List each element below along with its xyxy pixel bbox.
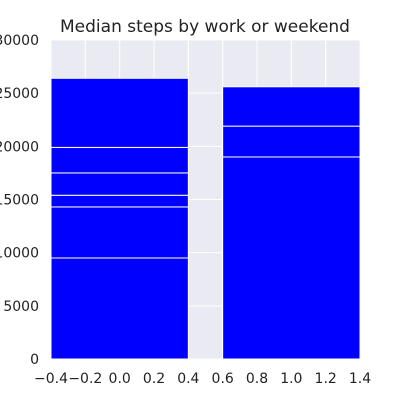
y-tick-labels: 0 5000 10000 15000 20000 25000 30000 [0, 33, 39, 368]
x-tick-labels: −0.4 −0.2 0.0 0.2 0.4 0.6 0.8 1.0 1.2 1.4 [34, 371, 371, 387]
y-tick-label: 15000 [0, 193, 39, 209]
x-tick-label: 1.4 [349, 371, 371, 387]
bar-0-segment-3 [50, 172, 189, 196]
bar-0-segment-0 [50, 257, 189, 360]
bar-0-segment-1 [50, 206, 189, 259]
x-tick-label: 0.6 [212, 371, 234, 387]
x-tick-label: −0.4 [34, 371, 68, 387]
x-tick-label: 0.0 [109, 371, 131, 387]
x-tick-label: 0.4 [177, 371, 199, 387]
bar-0-segment-2 [50, 194, 189, 208]
bar-1-segment-1 [222, 125, 361, 158]
x-tick-label: 1.0 [280, 371, 302, 387]
chart-title: Median steps by work or weekend [60, 17, 350, 37]
y-tick-label: 30000 [0, 33, 39, 49]
y-tick-label: 20000 [0, 139, 39, 155]
x-tick-label: 0.2 [143, 371, 165, 387]
y-tick-label: 25000 [0, 86, 39, 102]
bar-1-segment-2 [222, 86, 361, 127]
y-tick-label: 0 [30, 352, 39, 368]
bars [50, 77, 361, 360]
x-tick-label: −0.2 [68, 371, 102, 387]
x-tick-label: 0.8 [246, 371, 268, 387]
bar-0-segment-5 [50, 77, 189, 148]
x-tick-label: 1.2 [315, 371, 337, 387]
bar-1-segment-0 [222, 156, 361, 360]
y-tick-label: 5000 [3, 299, 39, 315]
y-tick-label: 10000 [0, 246, 39, 262]
bar-0-segment-4 [50, 146, 189, 174]
